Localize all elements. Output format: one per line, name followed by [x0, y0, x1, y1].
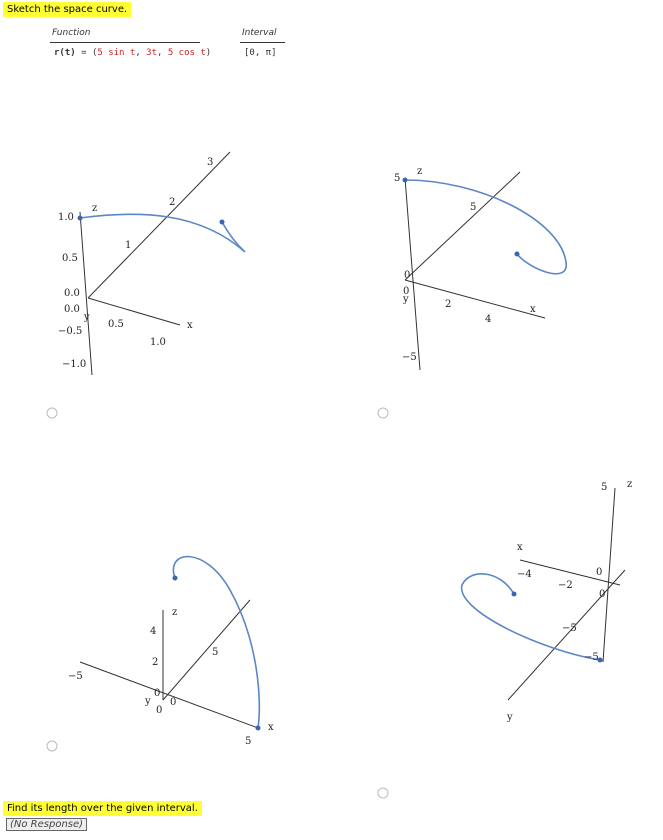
tick-label: 0 — [599, 589, 605, 600]
axes — [404, 171, 546, 371]
fn-part: = ( — [75, 48, 98, 58]
tick-label: 0.5 — [108, 319, 124, 330]
tick-label: 0 — [154, 688, 160, 699]
tick-label: 0 — [403, 286, 409, 297]
fn-part: 3t — [146, 48, 157, 58]
tick-label: −5 — [68, 671, 83, 682]
curve — [461, 573, 601, 661]
tick-label: 2 — [445, 299, 451, 310]
tick-label: 4 — [485, 314, 491, 325]
response-box[interactable]: (No Response) — [6, 818, 88, 831]
axis-label: z — [627, 479, 632, 490]
radio[interactable] — [377, 787, 389, 799]
tick-label: −1.0 — [62, 359, 86, 370]
end-dot — [172, 575, 178, 581]
axis-label: y — [83, 312, 90, 323]
radio[interactable] — [46, 407, 58, 419]
tick-label: 0.5 — [62, 253, 78, 264]
plot-3: −5 z 4 2 0 y 0 0 5 5 x — [68, 555, 274, 747]
tick-label: 0.0 — [64, 288, 80, 299]
prompt: Sketch the space curve. — [3, 2, 132, 17]
tick-label: 3 — [207, 157, 213, 168]
axis-label: x — [187, 320, 193, 331]
tick-label: 5 — [470, 202, 476, 213]
fn-part: , — [157, 48, 168, 58]
end-dot — [514, 251, 520, 257]
tick-label: 5 — [212, 647, 218, 658]
axes — [507, 487, 626, 701]
end-dot — [597, 657, 603, 663]
tick-label: 5 — [245, 736, 251, 747]
rule — [50, 42, 200, 43]
tick-label: 5 — [601, 482, 607, 493]
axis-label: y — [506, 712, 513, 723]
function: r(t) = (5 sin t, 3t, 5 cos t) — [54, 48, 211, 58]
tick-label: 2 — [152, 657, 158, 668]
end-dot — [255, 725, 261, 731]
tick-label: 1.0 — [150, 337, 166, 348]
radio[interactable] — [377, 407, 389, 419]
axes — [79, 151, 231, 376]
tick-label: −0.5 — [58, 326, 82, 337]
tick-label: 0 — [170, 697, 176, 708]
tick-label: 5 — [394, 173, 400, 184]
tick-label: 0 — [156, 705, 162, 716]
tick-label: −5 — [584, 652, 599, 663]
fn-part: , — [135, 48, 147, 58]
end-dot — [402, 177, 408, 183]
axis-label: x — [517, 542, 523, 553]
plot-2: z 5 5 0 0 y 2 4 x −5 — [394, 166, 567, 371]
end-dot — [511, 591, 517, 597]
tick-label: −2 — [558, 580, 573, 591]
radio[interactable] — [46, 740, 58, 752]
axis-label: z — [172, 607, 177, 618]
tick-label: 0.0 — [64, 304, 80, 315]
axis-label: z — [417, 166, 422, 177]
rule — [240, 42, 285, 43]
fn-part: r(t) — [54, 48, 76, 58]
axis-label: y — [402, 294, 409, 305]
question: Find its length over the given interval. — [3, 801, 202, 816]
interval: [0, π] — [244, 48, 277, 58]
curve — [172, 555, 261, 729]
fn-part: 5 cos t — [167, 48, 206, 58]
axes — [79, 599, 259, 729]
tick-label: 1 — [125, 240, 131, 251]
end-dot — [77, 215, 83, 221]
tick-label: −5 — [562, 623, 577, 634]
axis-label: x — [268, 722, 274, 733]
fn-part: 5 sin t — [97, 48, 136, 58]
curve — [404, 179, 567, 275]
axis-label: z — [92, 203, 97, 214]
tick-label: 4 — [150, 626, 156, 637]
fn-part: ) — [205, 48, 212, 58]
header: Function — [52, 28, 91, 38]
tick-label: 0 — [596, 567, 602, 578]
plot-1: z 1.0 0.5 0.0 0.0 y −0.5 −1.0 0.5 1.0 x … — [58, 151, 246, 376]
axis-label: y — [144, 696, 151, 707]
header: Interval — [242, 28, 277, 38]
tick-label: 0 — [404, 270, 410, 281]
end-dot — [219, 219, 225, 225]
tick-label: 2 — [169, 197, 175, 208]
tick-label: −4 — [517, 569, 532, 580]
plot-4: 5 z x −4 −2 0 0 −5 −5 y — [461, 479, 632, 723]
axis-label: x — [530, 304, 536, 315]
tick-label: 1.0 — [58, 212, 74, 223]
curve — [79, 213, 246, 253]
tick-label: −5 — [402, 352, 417, 363]
